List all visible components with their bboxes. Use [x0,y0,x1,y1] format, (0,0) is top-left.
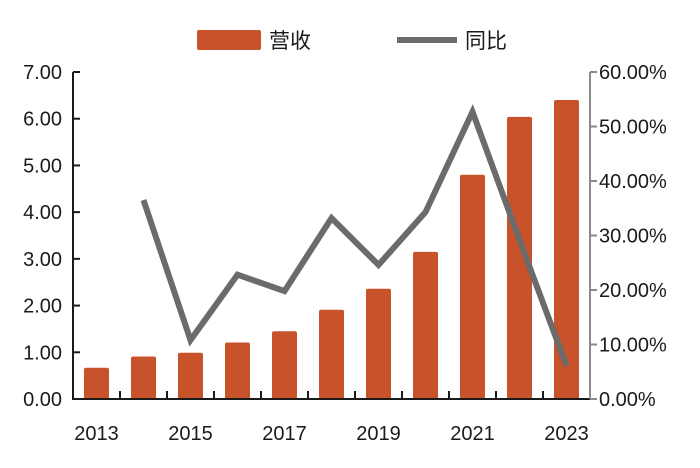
right-tick-label: 40.00% [599,171,667,193]
left-tick-label: 0.00 [23,389,62,411]
left-tick-label: 1.00 [23,342,62,364]
legend-item-yoy: 同比 [397,25,507,55]
bar-2016 [225,342,250,399]
left-tick-label: 3.00 [23,249,62,271]
right-tick-label: 0.00% [599,389,656,411]
left-tick-label: 5.00 [23,155,62,177]
bar-2013 [84,367,109,399]
x-tick-label-2013: 2013 [74,423,119,445]
legend-line-swatch-icon [397,37,457,43]
x-tick-label-2019: 2019 [356,423,401,445]
yoy-line [140,104,570,367]
bar-2022 [507,116,532,400]
legend-item-revenue: 营收 [197,25,311,55]
x-tick-label-2015: 2015 [168,423,213,445]
x-tick-label-2017: 2017 [262,423,307,445]
left-tick-label: 7.00 [23,62,62,84]
bar-2017 [272,331,297,399]
left-tick-label: 2.00 [23,296,62,318]
right-tick-label: 50.00% [599,117,667,139]
right-tick-label: 20.00% [599,280,667,302]
x-tick-label-2023: 2023 [544,423,589,445]
legend: 营收 同比 [0,25,700,55]
right-tick-label: 60.00% [599,62,667,84]
left-tick-label: 4.00 [23,202,62,224]
bar-2020 [413,251,438,399]
revenue-bars [84,100,579,400]
x-tick-label-2021: 2021 [450,423,495,445]
legend-bar-swatch-icon [197,30,261,50]
legend-label-yoy: 同比 [465,29,507,53]
legend-label-revenue: 营收 [269,29,311,53]
right-tick-label: 10.00% [599,335,667,357]
bar-2014 [131,356,156,399]
bar-2021 [460,174,485,399]
left-tick-label: 6.00 [23,109,62,131]
bar-2023 [554,100,579,400]
yoy-polyline [140,104,570,367]
bar-2018 [319,309,344,399]
chart-axes [72,71,597,400]
axis-labels: 0.00 1.00 2.00 3.00 4.00 5.00 6.00 7.00 0.00% 10.… [23,62,667,445]
bar-2019 [366,288,391,399]
right-tick-label: 30.00% [599,226,667,248]
bar-2015 [178,352,203,399]
